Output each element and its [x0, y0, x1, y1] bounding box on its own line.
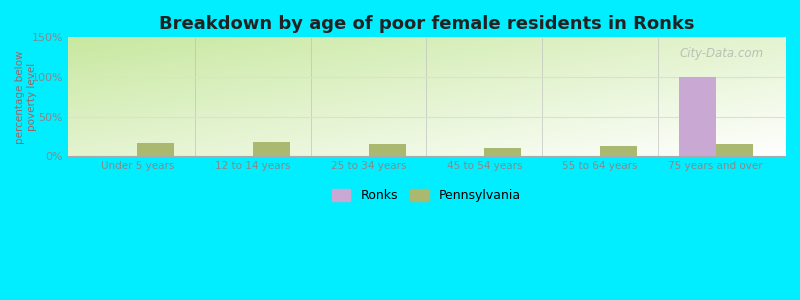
- Bar: [253, 142, 290, 156]
- Title: Breakdown by age of poor female residents in Ronks: Breakdown by age of poor female resident…: [158, 15, 694, 33]
- Bar: [600, 146, 637, 156]
- Bar: [484, 148, 522, 156]
- Y-axis label: percentage below
poverty level: percentage below poverty level: [15, 50, 37, 144]
- Legend: Ronks, Pennsylvania: Ronks, Pennsylvania: [326, 184, 526, 207]
- Bar: [715, 144, 753, 156]
- Bar: [138, 143, 174, 156]
- Text: City-Data.com: City-Data.com: [679, 47, 763, 60]
- Bar: [369, 145, 406, 156]
- Bar: [678, 77, 715, 156]
